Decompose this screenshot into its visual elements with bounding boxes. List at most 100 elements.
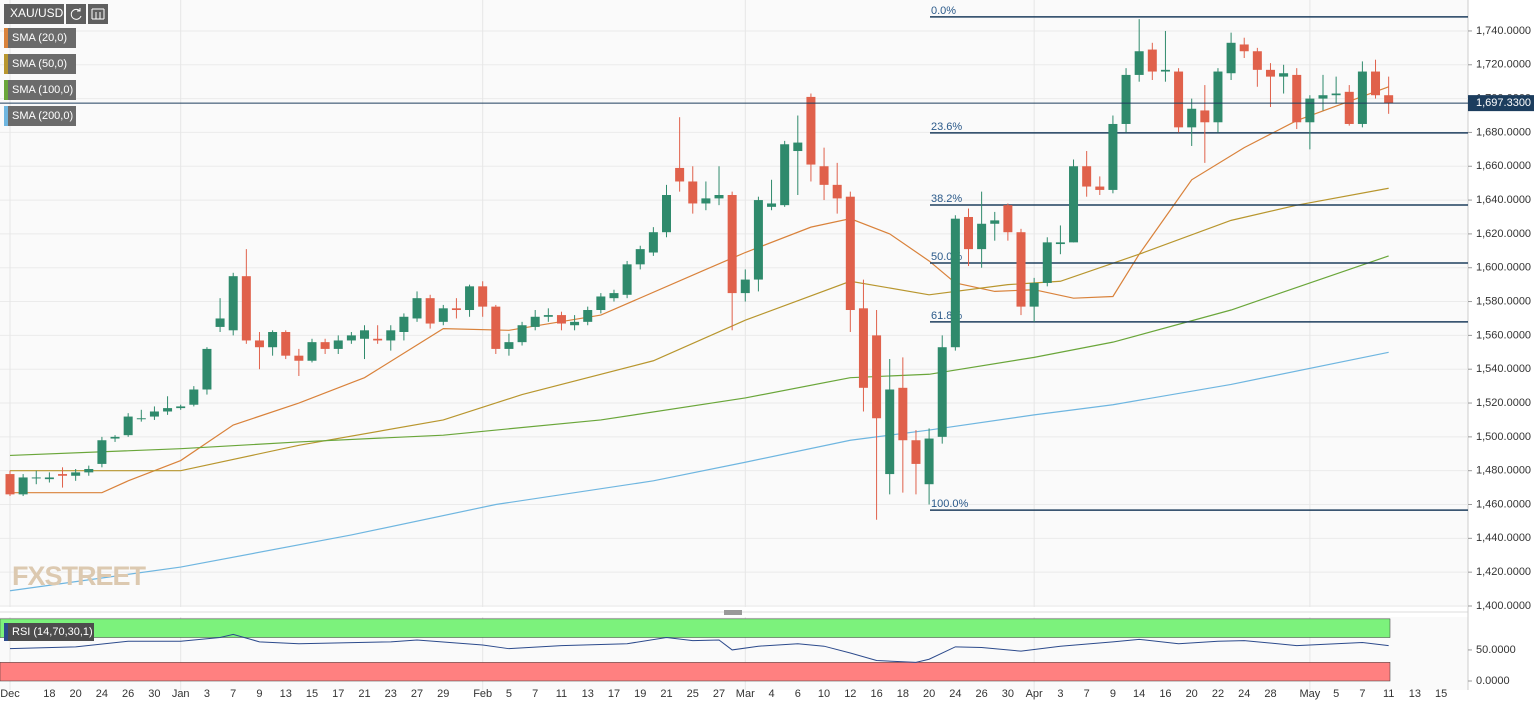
candle-body (780, 144, 790, 206)
candle-body (281, 331, 291, 356)
legend-label: RSI (14,70,30,1) (12, 626, 93, 638)
y-tick-label: 1,520.0000 (1476, 397, 1531, 409)
y-tick-label: 1,620.0000 (1476, 228, 1531, 240)
candle-body (465, 286, 475, 311)
candle-body (727, 195, 737, 294)
candle-body (543, 315, 553, 317)
candle-body (31, 477, 41, 479)
candle-body (1371, 71, 1381, 96)
y-tick-label: 1,560.0000 (1476, 329, 1531, 341)
fib-label: 23.6% (931, 121, 962, 133)
x-tick-label: 9 (1110, 688, 1116, 700)
legend-box[interactable] (4, 28, 76, 48)
x-tick-label: 7 (230, 688, 236, 700)
x-tick-label: Mar (736, 688, 755, 700)
candle-body (924, 438, 934, 485)
legend-box[interactable] (4, 80, 76, 100)
x-tick-label: 17 (332, 688, 344, 700)
x-tick-label: 15 (306, 688, 318, 700)
candle-body (1305, 98, 1315, 123)
candle-body (898, 387, 908, 441)
candle-body (793, 142, 803, 152)
x-tick-label: 4 (768, 688, 774, 700)
symbol-button[interactable] (4, 4, 64, 24)
candle-body (885, 389, 895, 475)
sma-line (9, 351, 1389, 592)
candle-body (1187, 108, 1197, 128)
refresh-button[interactable] (66, 4, 86, 24)
candle-body (1121, 74, 1131, 124)
candle-body (990, 220, 1000, 224)
rsi-line (9, 633, 1389, 663)
candle-body (176, 406, 186, 409)
y-tick-label: 1,500.0000 (1476, 431, 1531, 443)
x-tick-label: 20 (70, 688, 82, 700)
candle-body (950, 218, 960, 348)
candle-body (294, 355, 304, 361)
candle-body (1108, 123, 1118, 190)
candle-body (1174, 71, 1184, 128)
y-tick-label: 1,480.0000 (1476, 465, 1531, 477)
candle-body (701, 198, 711, 204)
candle-body (215, 318, 225, 327)
candle-body (1318, 95, 1328, 99)
candle-body (556, 315, 566, 324)
candle-body (872, 335, 882, 419)
candle-body (911, 440, 921, 464)
fib-label: 100.0% (931, 498, 969, 510)
y-tick-label: 1,540.0000 (1476, 363, 1531, 375)
fib-label: 38.2% (931, 193, 962, 205)
x-tick-label: 22 (1212, 688, 1224, 700)
candle-body (320, 342, 330, 349)
candle-body (583, 310, 593, 322)
candle-body (97, 440, 107, 464)
y-tick-label: 1,440.0000 (1476, 532, 1531, 544)
rsi-tick-label: 0.0000 (1476, 675, 1510, 687)
x-tick-label: 24 (1238, 688, 1250, 700)
candle-body (1292, 74, 1302, 123)
candle-body (1239, 44, 1249, 52)
x-tick-label: 21 (660, 688, 672, 700)
legend-box[interactable] (4, 106, 76, 126)
candle-body (412, 298, 422, 319)
legend-box[interactable] (4, 54, 76, 74)
candle-body (268, 331, 278, 348)
candle-body (386, 330, 396, 341)
y-tick-label: 1,580.0000 (1476, 295, 1531, 307)
candle-body (241, 276, 251, 341)
candle-body (609, 293, 619, 299)
candle-body (84, 468, 94, 473)
candle-body (570, 321, 580, 326)
x-tick-label: Jan (172, 688, 190, 700)
x-tick-label: 23 (385, 688, 397, 700)
candle-body (1265, 69, 1275, 77)
candle-body (1279, 73, 1289, 77)
candle-body (1344, 91, 1354, 124)
candle-body (1147, 49, 1157, 72)
candle-body (1252, 51, 1262, 70)
candle-body (346, 335, 356, 341)
x-tick-label: 27 (713, 688, 725, 700)
candle-body (123, 416, 133, 436)
candle-body (136, 418, 146, 420)
legend-swatch (4, 54, 8, 74)
fib-label: 0.0% (931, 5, 956, 17)
candle-body (504, 342, 514, 349)
candle-body (1226, 42, 1236, 74)
candle-body (44, 477, 54, 480)
candle-body (189, 389, 199, 405)
legend-box[interactable] (4, 623, 94, 641)
candle-body (937, 347, 947, 437)
table-button[interactable] (88, 4, 108, 24)
x-tick-label: 24 (949, 688, 961, 700)
x-tick-label: 11 (1383, 688, 1394, 700)
candle-body (622, 264, 632, 295)
candle-body (1003, 205, 1013, 233)
resize-handle[interactable] (724, 610, 742, 615)
candle-body (228, 276, 238, 331)
candle-body (399, 316, 409, 332)
last-price-box (1468, 95, 1534, 112)
candle-body (58, 474, 68, 476)
table-icon (91, 8, 105, 20)
x-tick-label: 14 (1133, 688, 1145, 700)
